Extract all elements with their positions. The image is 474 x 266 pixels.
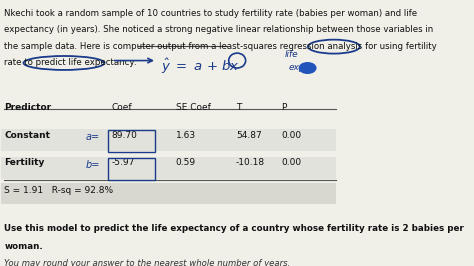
Text: b=: b=: [85, 160, 100, 170]
Bar: [0, 129, 336, 151]
Text: Use this model to predict the life expectancy of a country whose fertility rate : Use this model to predict the life expec…: [4, 224, 464, 233]
Text: You may round your answer to the nearest whole number of years.: You may round your answer to the nearest…: [4, 259, 291, 266]
Text: exp: exp: [289, 63, 305, 72]
Text: Predictor: Predictor: [4, 103, 52, 112]
Text: a=: a=: [85, 132, 100, 143]
Text: woman.: woman.: [4, 242, 43, 251]
Text: 0.00: 0.00: [281, 158, 301, 167]
Text: Nkechi took a random sample of 10 countries to study fertility rate (babies per : Nkechi took a random sample of 10 countr…: [4, 9, 418, 18]
Text: Constant: Constant: [4, 131, 50, 140]
Text: P: P: [281, 103, 287, 112]
Text: 54.87: 54.87: [236, 131, 262, 140]
Text: expectancy (in years). She noticed a strong negative linear relationship between: expectancy (in years). She noticed a str…: [4, 26, 434, 35]
Text: $\hat{y}$ $=$ $a$ $+$ $b$$\mathit{x}$: $\hat{y}$ $=$ $a$ $+$ $b$$\mathit{x}$: [161, 57, 239, 76]
Text: 1.63: 1.63: [176, 131, 196, 140]
Text: Fertility: Fertility: [4, 158, 45, 167]
Text: 0.59: 0.59: [176, 158, 196, 167]
Text: life: life: [285, 50, 299, 59]
Text: T: T: [236, 103, 241, 112]
Bar: [0, 157, 336, 179]
Bar: [0, 184, 336, 204]
Text: 0.00: 0.00: [281, 131, 301, 140]
Text: -10.18: -10.18: [236, 158, 265, 167]
Text: rate to predict life expectancy:: rate to predict life expectancy:: [4, 58, 137, 67]
Circle shape: [299, 63, 316, 73]
Text: -5.97: -5.97: [112, 158, 135, 167]
Text: Coef: Coef: [112, 103, 132, 112]
Text: SE Coef: SE Coef: [176, 103, 210, 112]
Text: 89.70: 89.70: [112, 131, 137, 140]
Text: the sample data. Here is computer output from a least-squares regression analysi: the sample data. Here is computer output…: [4, 42, 437, 51]
Text: S = 1.91   R-sq = 92.8%: S = 1.91 R-sq = 92.8%: [4, 186, 114, 195]
